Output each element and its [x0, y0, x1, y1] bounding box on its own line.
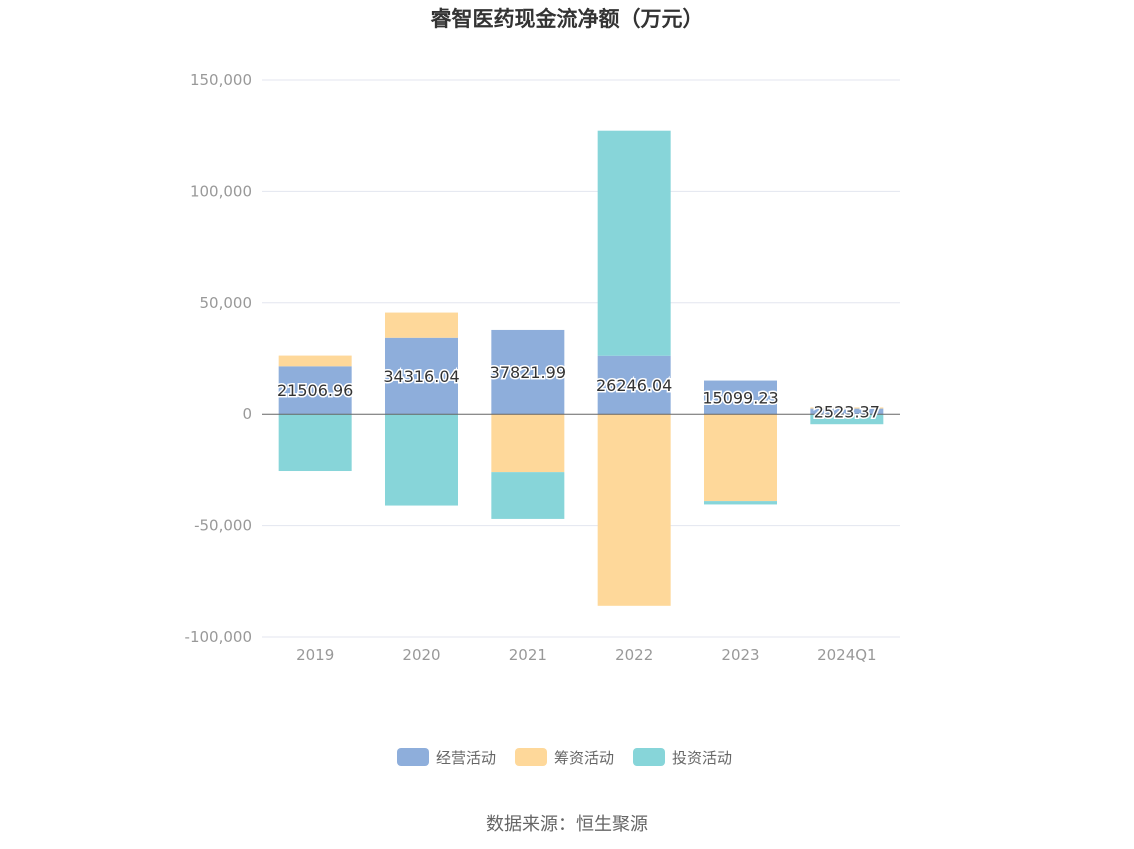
legend-item[interactable]: 经营活动: [397, 748, 496, 767]
data-label: 34316.04: [383, 367, 459, 386]
data-labels: 21506.96 34316.04 37821.99 26246.04 15099.23…: [275, 362, 881, 423]
bar-2023-series-1: [704, 414, 777, 502]
bar-2019-series-2: [278, 414, 352, 472]
bar-2021-series-2: [491, 472, 565, 519]
y-tick-label: 150,000: [190, 71, 252, 89]
data-label: 15099.23: [702, 388, 778, 407]
legend-label: 经营活动: [436, 749, 496, 767]
bar-2021-series-0: [491, 329, 565, 415]
legend-swatch: [633, 748, 665, 766]
data-label: 2523.37: [814, 402, 880, 421]
bar-2019-series-1: [278, 355, 352, 367]
bars: [278, 130, 884, 606]
bar-2021-series-1: [491, 414, 565, 473]
x-tick-label: 2024Q1: [817, 646, 877, 664]
y-tick-label: 0: [242, 405, 252, 423]
x-tick-label: 2019: [296, 646, 334, 664]
data-label: 26246.04: [596, 376, 672, 395]
chart-title: 睿智医药现金流净额（万元）: [431, 7, 704, 31]
x-axis-ticks: 2019 2020 2021 2022 2023 2024Q1: [296, 646, 877, 664]
legend-label: 投资活动: [672, 749, 732, 767]
data-label: 37821.99: [490, 363, 566, 382]
y-axis-ticks: 150,000 100,000 50,000 0 -50,000 -100,000: [185, 71, 252, 646]
legend-item[interactable]: 筹资活动: [515, 748, 614, 767]
bar-2022-series-2: [597, 130, 671, 356]
legend-item[interactable]: 投资活动: [633, 748, 732, 767]
bar-2020-series-1: [385, 312, 458, 338]
bar-2023-series-2: [704, 501, 777, 505]
legend: 经营活动 筹资活动 投资活动: [397, 748, 732, 767]
x-tick-label: 2020: [402, 646, 440, 664]
bar-2022-series-0: [597, 355, 671, 415]
grid-lines: [262, 79, 900, 638]
x-tick-label: 2023: [721, 646, 759, 664]
x-tick-label: 2021: [509, 646, 547, 664]
bar-2024Q1-series-0: [810, 408, 884, 415]
bar-2020-series-2: [385, 414, 458, 506]
bar-2022-series-1: [597, 414, 671, 606]
bar-2024Q1-series-2: [810, 414, 884, 425]
legend-swatch: [515, 748, 547, 766]
x-tick-label: 2022: [615, 646, 653, 664]
bar-2020-series-0: [385, 337, 458, 415]
y-tick-label: 100,000: [190, 182, 252, 200]
y-tick-label: 50,000: [200, 294, 253, 312]
y-tick-label: -50,000: [194, 517, 252, 535]
source-text: 数据来源：恒生聚源: [486, 814, 648, 835]
legend-swatch: [397, 748, 429, 766]
bar-2024Q1-series-1: [810, 407, 884, 409]
y-tick-label: -100,000: [185, 628, 252, 646]
bar-2019-series-0: [278, 366, 352, 415]
legend-label: 筹资活动: [554, 749, 614, 767]
data-label: 21506.96: [277, 381, 353, 400]
bar-2023-series-0: [704, 380, 777, 415]
